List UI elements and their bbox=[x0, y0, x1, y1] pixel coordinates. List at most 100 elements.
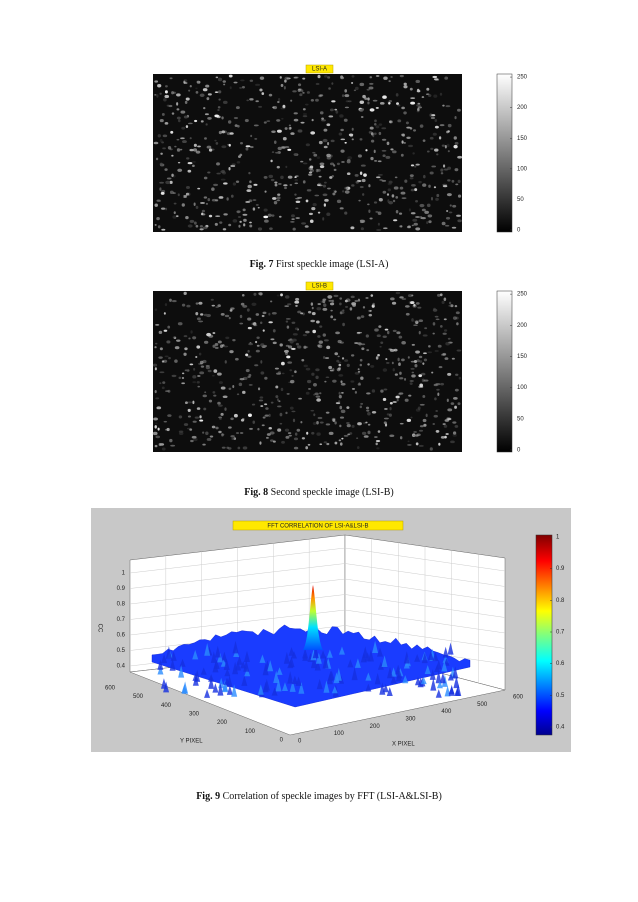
speckle bbox=[413, 303, 416, 307]
speckle bbox=[319, 162, 325, 166]
image-title: LSI-B bbox=[312, 284, 327, 290]
speckle bbox=[451, 179, 455, 183]
speckle bbox=[268, 312, 271, 316]
surface-spike bbox=[322, 655, 329, 669]
speckle bbox=[226, 197, 229, 201]
speckle bbox=[344, 359, 349, 362]
speckle bbox=[312, 151, 316, 154]
z-tick-label: 0.9 bbox=[117, 586, 126, 592]
speckle bbox=[228, 74, 233, 78]
speckle bbox=[359, 220, 364, 224]
speckle bbox=[178, 376, 182, 380]
speckle bbox=[253, 183, 258, 186]
speckle bbox=[358, 343, 362, 347]
speckle bbox=[392, 199, 396, 203]
speckle bbox=[226, 446, 230, 449]
speckle bbox=[297, 83, 302, 87]
speckle bbox=[334, 190, 337, 193]
speckle bbox=[440, 324, 443, 328]
speckle bbox=[367, 423, 371, 426]
speckle bbox=[228, 143, 231, 147]
speckle bbox=[325, 376, 330, 379]
speckle bbox=[318, 340, 323, 344]
speckle bbox=[315, 375, 319, 380]
speckle bbox=[326, 156, 332, 160]
speckle bbox=[457, 402, 461, 406]
speckle bbox=[252, 207, 256, 211]
speckle bbox=[198, 301, 203, 305]
speckle bbox=[196, 345, 201, 349]
x-tick-label: 200 bbox=[370, 724, 381, 730]
speckle bbox=[419, 383, 424, 388]
speckle bbox=[361, 347, 365, 351]
speckle bbox=[430, 147, 434, 150]
speckle bbox=[453, 397, 458, 400]
surface-spike bbox=[217, 682, 224, 696]
speckle bbox=[413, 360, 418, 364]
surface-spike bbox=[217, 652, 224, 663]
speckle bbox=[405, 121, 409, 125]
speckle bbox=[260, 321, 263, 325]
surface-spike bbox=[273, 670, 280, 684]
speckle bbox=[414, 188, 418, 192]
speckle bbox=[202, 394, 207, 398]
speckle bbox=[338, 132, 343, 136]
z-tick-label: 0.7 bbox=[117, 617, 126, 623]
speckle bbox=[161, 141, 164, 144]
speckle bbox=[404, 305, 410, 308]
speckle bbox=[325, 423, 331, 426]
speckle bbox=[263, 215, 269, 219]
speckle bbox=[255, 349, 260, 353]
speckle bbox=[329, 176, 333, 179]
speckle bbox=[205, 84, 210, 88]
speckle bbox=[306, 379, 312, 384]
speckle bbox=[263, 121, 267, 124]
speckle bbox=[431, 371, 434, 374]
speckle bbox=[415, 200, 419, 203]
speckle bbox=[216, 162, 221, 166]
surface-spike bbox=[351, 667, 358, 681]
speckle bbox=[153, 141, 159, 145]
speckle bbox=[341, 94, 345, 98]
speckle bbox=[269, 431, 275, 435]
speckle bbox=[187, 169, 192, 173]
surface-spike bbox=[387, 666, 394, 679]
speckle bbox=[391, 361, 394, 365]
speckle bbox=[214, 91, 219, 93]
surface-spike bbox=[302, 648, 309, 659]
speckle bbox=[162, 381, 166, 384]
speckle bbox=[205, 365, 211, 370]
speckle bbox=[276, 129, 282, 133]
speckle bbox=[396, 398, 399, 402]
speckle bbox=[359, 358, 363, 362]
speckle bbox=[288, 345, 293, 349]
colorbar-tick-label: 0.8 bbox=[556, 598, 565, 604]
speckle bbox=[187, 192, 191, 197]
speckle bbox=[389, 434, 395, 437]
speckle bbox=[217, 372, 222, 376]
speckle bbox=[376, 176, 381, 179]
speckle bbox=[207, 369, 212, 373]
speckle bbox=[403, 82, 407, 86]
speckle bbox=[159, 443, 165, 446]
speckle bbox=[386, 413, 390, 416]
speckle bbox=[326, 345, 331, 350]
speckle bbox=[446, 398, 449, 402]
speckle bbox=[215, 306, 219, 308]
speckle bbox=[169, 190, 174, 195]
speckle bbox=[362, 193, 365, 196]
speckle bbox=[308, 171, 313, 174]
speckle bbox=[213, 183, 219, 187]
speckle bbox=[189, 85, 192, 88]
speckle bbox=[373, 149, 376, 154]
speckle bbox=[165, 180, 171, 185]
speckle bbox=[284, 186, 287, 190]
speckle bbox=[375, 125, 380, 129]
speckle bbox=[365, 334, 369, 338]
speckle bbox=[439, 92, 443, 96]
colorbar-tick-label: 200 bbox=[517, 105, 528, 111]
speckle bbox=[179, 148, 183, 151]
speckle bbox=[220, 313, 225, 316]
speckle bbox=[415, 302, 420, 305]
speckle bbox=[242, 305, 248, 308]
